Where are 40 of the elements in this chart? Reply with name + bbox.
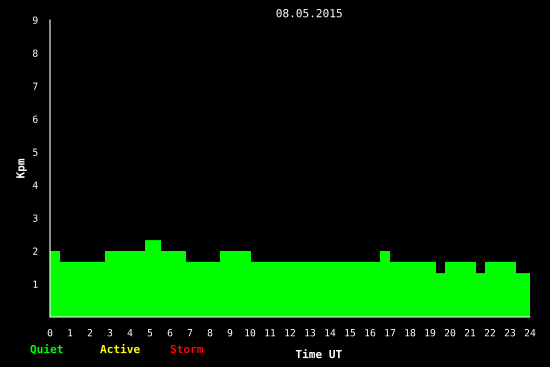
x-tick-label: 4 [128, 329, 132, 336]
x-tick-label: 14 [325, 329, 336, 336]
y-tick-label: 6 [32, 116, 38, 123]
x-tick-label: 13 [305, 329, 316, 336]
y-axis-title: Kpm [16, 158, 27, 178]
x-tick-label: 18 [405, 329, 416, 336]
x-tick-label: 2 [88, 329, 92, 336]
x-tick-label: 8 [208, 329, 212, 336]
x-axis-title: Time UT [296, 349, 342, 358]
y-tick-label: 4 [32, 182, 38, 189]
x-tick-label: 6 [168, 329, 172, 336]
x-tick-label: 17 [385, 329, 396, 336]
x-tick-label: 0 [48, 329, 52, 336]
x-tick-label: 19 [425, 329, 436, 336]
x-tick-label: 21 [464, 329, 476, 336]
text: Quiet [30, 344, 63, 355]
x-tick-label: 23 [504, 329, 516, 336]
x-tick-label: 22 [484, 329, 496, 336]
x-tick-label: 10 [245, 329, 256, 336]
y-tick-label: 8 [32, 50, 38, 57]
x-tick-label: 20 [444, 329, 456, 336]
y-tick-label: 7 [33, 82, 38, 90]
text: Active [100, 344, 140, 354]
x-tick-label: 12 [285, 329, 296, 336]
x-tick-label: 3 [108, 329, 112, 336]
x-tick-label: 7 [188, 329, 192, 336]
y-tick-label: 1 [34, 280, 38, 288]
chart-title: 08.05.2015 [276, 8, 342, 18]
x-tick-label: 11 [265, 329, 276, 336]
x-tick-label: 5 [148, 329, 152, 336]
x-tick-label: 1 [68, 329, 72, 336]
x-tick-label: 9 [228, 329, 232, 336]
y-tick-label: 2 [33, 248, 38, 255]
y-tick-label: 3 [32, 214, 38, 222]
y-tick-label: 9 [32, 16, 38, 24]
text: Storm [170, 344, 204, 354]
y-tick-label: 5 [33, 148, 38, 156]
x-tick-label: 24 [524, 329, 536, 336]
x-tick-label: 15 [345, 329, 356, 336]
x-tick-label: 16 [365, 329, 376, 336]
